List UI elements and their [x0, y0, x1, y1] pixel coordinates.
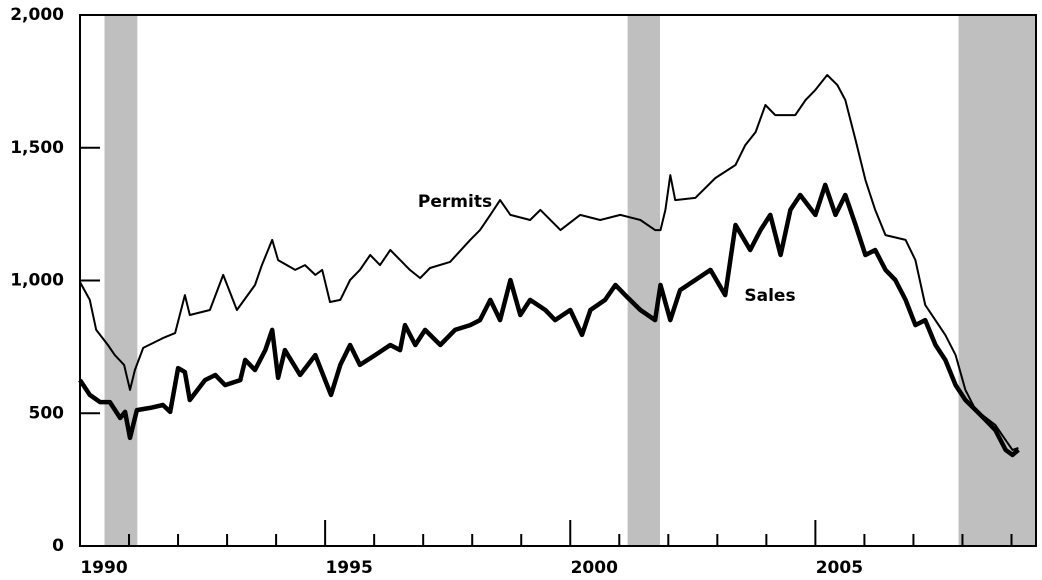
x-tick-label: 1990	[80, 558, 127, 578]
y-tick-label: 1,500	[10, 138, 64, 158]
x-tick-label: 2000	[571, 558, 618, 578]
annotation: Permits	[418, 192, 492, 212]
recession-band	[627, 15, 660, 546]
y-tick-label: 0	[52, 536, 64, 556]
plot-frame	[79, 14, 1037, 547]
recession-band	[958, 15, 1036, 546]
series-line	[78, 182, 1020, 458]
y-tick-label: 2,000	[10, 5, 64, 25]
y-tick-label: 1,000	[10, 271, 64, 291]
y-tick-label: 500	[29, 403, 65, 423]
series-line	[79, 74, 1019, 451]
recession-band	[104, 15, 138, 546]
x-tick-label: 1995	[325, 558, 372, 578]
annotation: Sales	[744, 286, 795, 306]
x-tick-label: 2005	[816, 558, 863, 578]
